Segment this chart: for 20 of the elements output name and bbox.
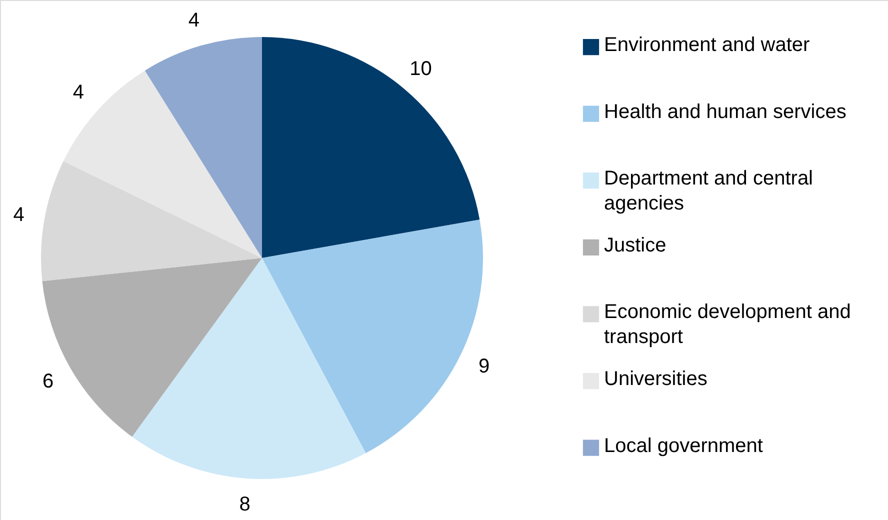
pie-slice bbox=[132, 258, 366, 479]
pie-slice bbox=[144, 37, 262, 258]
pie-slice bbox=[262, 37, 480, 258]
legend-label: Health and human services bbox=[604, 100, 846, 123]
data-label: 4 bbox=[72, 82, 84, 104]
legend-label: Local government bbox=[604, 434, 764, 457]
data-label: 10 bbox=[410, 58, 432, 80]
data-label: 4 bbox=[188, 10, 200, 32]
pie-slice bbox=[63, 70, 262, 258]
data-label: 9 bbox=[478, 355, 490, 378]
pie-slice bbox=[41, 161, 262, 282]
pie-slice bbox=[42, 258, 262, 437]
legend-label: Environment and water bbox=[604, 34, 810, 56]
legend-label: Department and central agencies bbox=[604, 168, 814, 215]
data-label: 6 bbox=[42, 370, 54, 392]
legend-label: Universities bbox=[604, 368, 708, 390]
legend-label: Economic development and transport bbox=[604, 301, 851, 348]
data-label: 8 bbox=[239, 493, 250, 516]
data-label: 4 bbox=[13, 204, 24, 226]
legend-label: Justice bbox=[604, 234, 666, 256]
